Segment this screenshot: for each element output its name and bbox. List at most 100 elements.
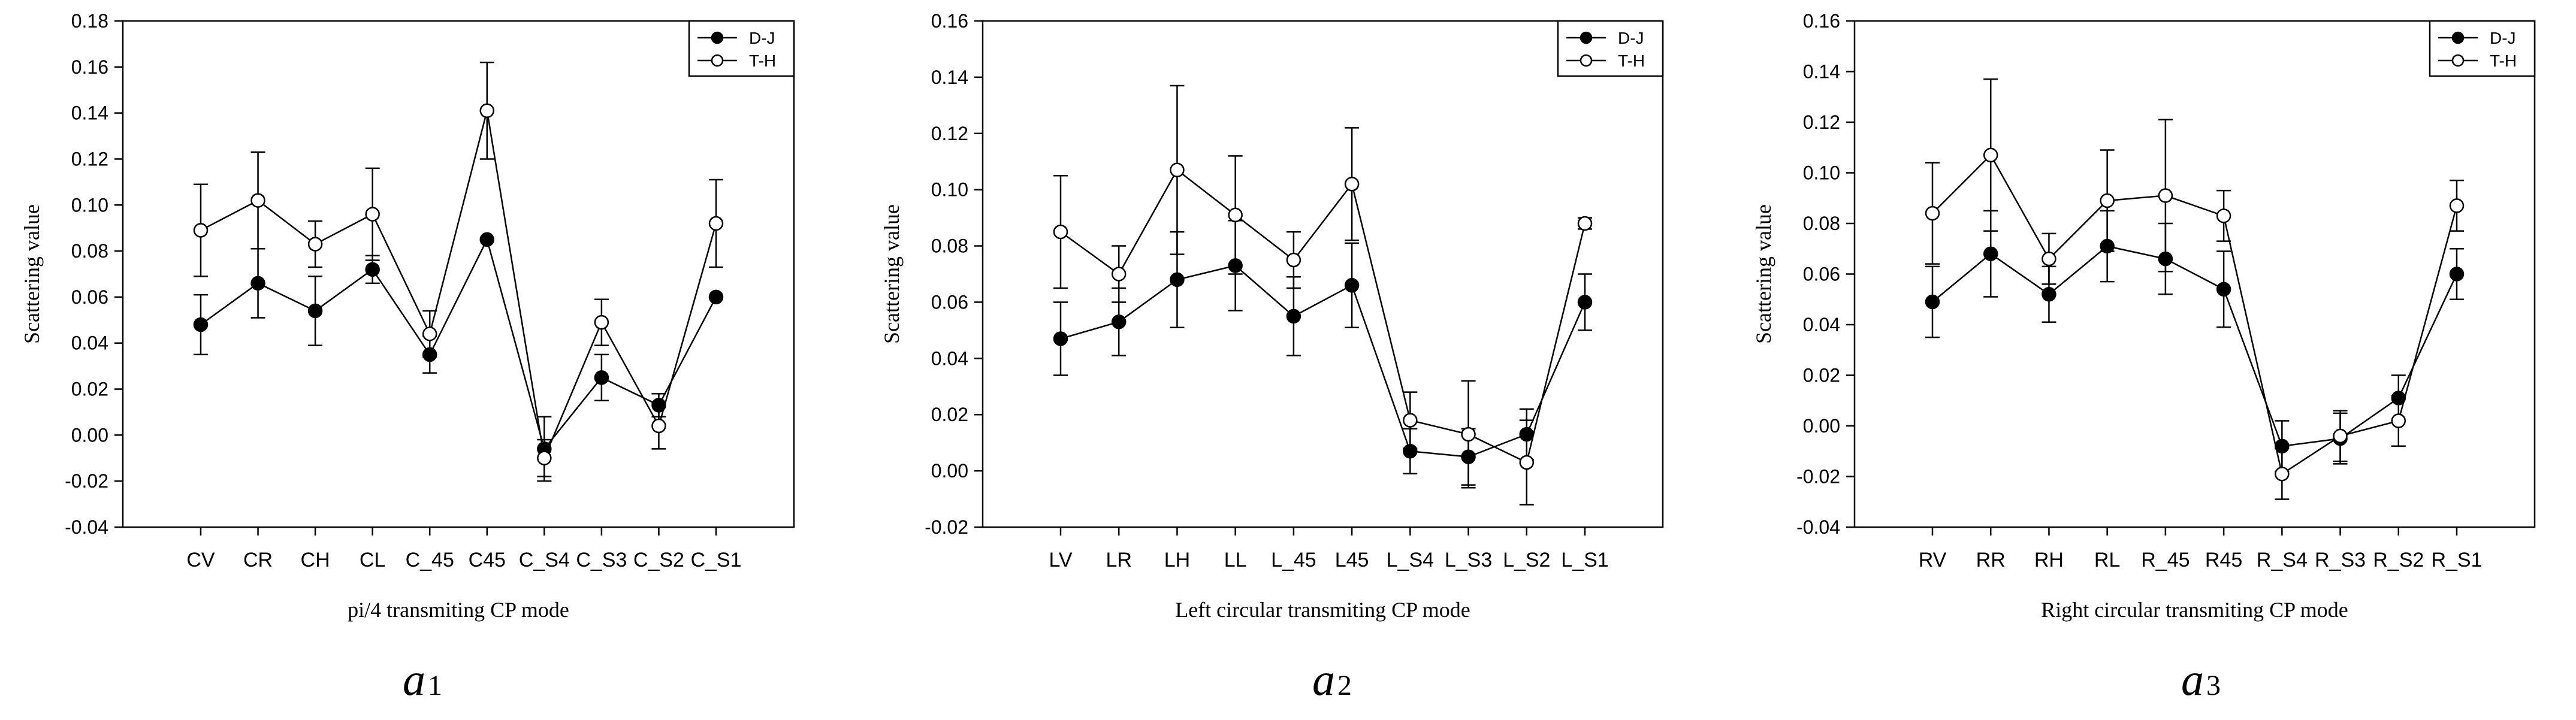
y-tick-label: 0.10 xyxy=(71,194,108,216)
data-point xyxy=(594,314,609,330)
series-t-h xyxy=(193,61,724,477)
y-tick-label: 0.12 xyxy=(931,123,968,144)
x-tick-label: L45 xyxy=(1335,549,1369,571)
data-point xyxy=(2100,193,2115,208)
x-tick-label: LL xyxy=(1224,549,1247,571)
data-point xyxy=(1228,207,1243,223)
series-line xyxy=(1932,245,2458,447)
y-tick-label: 0.14 xyxy=(1803,61,1840,83)
x-tick-label: CR xyxy=(243,549,273,571)
x-tick-label: C_S2 xyxy=(633,549,684,571)
y-axis-label: Scattering value xyxy=(20,204,44,344)
plot-frame xyxy=(122,20,795,528)
y-tick-label: -0.02 xyxy=(925,516,968,538)
data-point xyxy=(2449,267,2465,282)
legend: D-J T-H xyxy=(2429,20,2536,77)
data-point xyxy=(1286,252,1301,268)
x-tick-label: L_S4 xyxy=(1387,549,1434,571)
legend-label: D-J xyxy=(1618,29,1644,47)
y-tick-label: 0.06 xyxy=(931,291,968,313)
data-point xyxy=(2158,188,2173,203)
data-point xyxy=(2042,287,2056,302)
data-point xyxy=(1053,331,1068,346)
y-tick-label: -0.02 xyxy=(65,470,108,492)
x-tick-label: LV xyxy=(1049,549,1072,571)
x-tick-label: C_45 xyxy=(406,549,454,571)
panel-subscript: 1 xyxy=(428,670,442,701)
data-point xyxy=(193,317,209,332)
legend: D-J T-H xyxy=(688,20,795,77)
legend-box xyxy=(1557,20,1664,77)
x-tick-label: C_S1 xyxy=(690,549,741,571)
y-tick-label: -0.02 xyxy=(1796,466,1840,488)
legend-box xyxy=(688,20,795,77)
legend-marker xyxy=(2451,31,2465,44)
y-tick-label: 0.16 xyxy=(931,10,968,32)
legend-box xyxy=(2429,20,2536,77)
chart-panel-1: -0.04 -0.02 0.00 0.02 0.04 0.06 0.08 0.10 0.12 0.… xyxy=(20,10,795,705)
data-point xyxy=(479,232,495,247)
x-tick-label: CV xyxy=(186,549,215,571)
legend-label: T-H xyxy=(749,52,776,70)
data-point xyxy=(193,223,209,238)
data-point xyxy=(2333,428,2348,444)
legend: D-J T-H xyxy=(1557,20,1664,77)
legend-marker xyxy=(711,54,724,67)
panel-label: a xyxy=(1312,655,1335,705)
y-tick-label: 0.06 xyxy=(1803,264,1840,285)
x-tick-label: R_S2 xyxy=(2373,549,2424,571)
x-tick-label: C_S3 xyxy=(576,549,627,571)
x-tick-label: C45 xyxy=(469,549,506,571)
x-tick-label: RH xyxy=(2034,549,2064,571)
data-point xyxy=(307,303,323,319)
data-point xyxy=(1461,426,1476,442)
data-point xyxy=(422,326,437,341)
y-axis-label: Scattering value xyxy=(880,204,904,344)
data-point xyxy=(1403,413,1418,428)
series-line xyxy=(1932,153,2458,476)
x-tick-label: L_S1 xyxy=(1561,549,1608,571)
data-point xyxy=(1170,162,1185,178)
y-tick-label: 0.10 xyxy=(931,179,968,201)
y-tick-label: 0.14 xyxy=(931,66,968,88)
series-t-h xyxy=(1925,78,2465,500)
y-tick-label: 0.02 xyxy=(71,379,108,400)
y-tick-label: 0.18 xyxy=(71,10,108,32)
data-point xyxy=(2042,251,2056,267)
data-point xyxy=(1286,308,1301,324)
y-tick-label: 0.12 xyxy=(71,148,108,170)
panel-label: a xyxy=(2181,655,2204,705)
data-point xyxy=(1111,267,1127,282)
y-tick-label: 0.04 xyxy=(931,347,968,369)
data-point xyxy=(1053,224,1068,240)
data-point xyxy=(2216,282,2231,297)
legend-label: D-J xyxy=(749,29,775,47)
series-d-j xyxy=(193,232,724,482)
data-point xyxy=(1925,205,1940,221)
x-tick-label: L_45 xyxy=(1271,549,1316,571)
x-tick-label: R_S1 xyxy=(2431,549,2482,571)
data-point xyxy=(708,216,724,231)
data-point xyxy=(1519,455,1535,470)
series-line xyxy=(200,110,717,461)
x-tick-label: L_S2 xyxy=(1503,549,1550,571)
y-tick-label: 0.16 xyxy=(1803,10,1840,32)
x-tick-label: R_45 xyxy=(2141,549,2190,571)
chart-panel-2: -0.02 0.00 0.02 0.04 0.06 0.08 0.10 0.12 0.14 0.1… xyxy=(880,10,1664,705)
data-point xyxy=(479,103,495,119)
series-d-j xyxy=(1925,210,2465,473)
panel-subscript: 2 xyxy=(1337,670,1352,701)
data-point xyxy=(1170,272,1185,288)
y-tick-label: -0.04 xyxy=(1796,516,1840,538)
y-tick-label: 0.08 xyxy=(931,235,968,257)
y-tick-label: 0.00 xyxy=(931,460,968,482)
y-tick-label: 0.14 xyxy=(71,102,108,124)
legend-marker xyxy=(2451,54,2465,67)
legend-marker xyxy=(711,31,724,44)
series-d-j xyxy=(1053,220,1593,486)
y-tick-label: 0.16 xyxy=(71,56,108,78)
data-point xyxy=(708,289,724,305)
x-tick-label: RV xyxy=(1919,549,1947,571)
y-tick-label: 0.08 xyxy=(71,240,108,262)
